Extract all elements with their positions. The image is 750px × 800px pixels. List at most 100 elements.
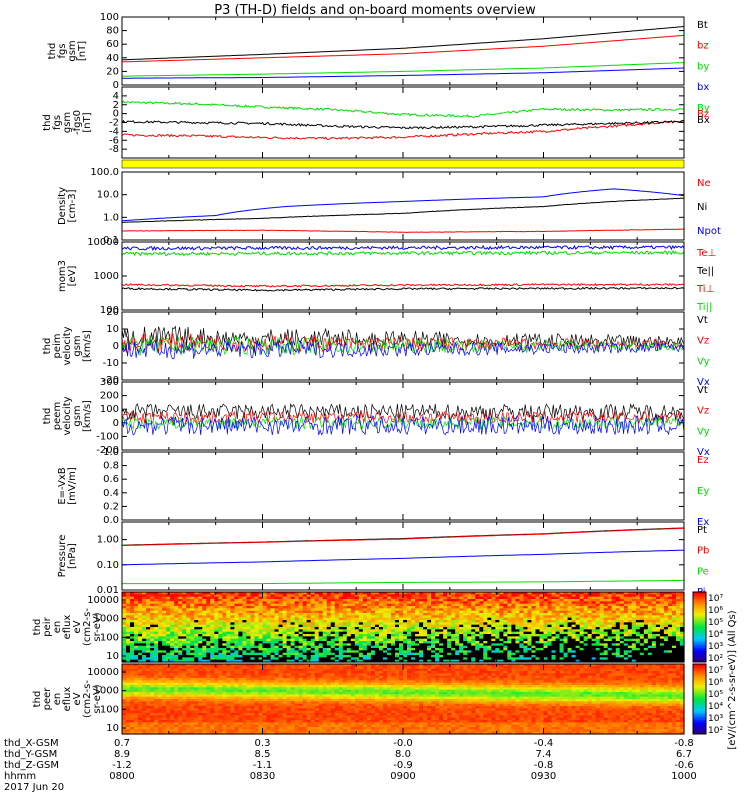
legend-bx: bx: [697, 82, 709, 93]
heatmap-cell: [218, 650, 223, 654]
heatmap-cell: [435, 652, 440, 656]
heatmap-cell: [210, 652, 215, 656]
heatmap-cell: [254, 596, 260, 600]
heatmap-cell: [443, 638, 448, 642]
heatmap-cell: [154, 601, 159, 605]
heatmap-cell: [290, 641, 296, 644]
heatmap-cell: [250, 599, 256, 602]
heatmap-cell: [443, 606, 448, 609]
heatmap-cell: [234, 650, 240, 654]
heatmap-cell: [130, 638, 135, 642]
panel-2-ytick: -6: [109, 135, 119, 146]
heatmap-cell: [358, 634, 364, 637]
heatmap-cell: [210, 638, 215, 642]
heatmap-cell: [326, 636, 332, 640]
heatmap-cell: [643, 622, 649, 626]
heatmap-cell: [222, 636, 227, 640]
heatmap-cell: [354, 610, 360, 614]
heatmap-cell: [619, 624, 625, 628]
heatmap-cell: [266, 592, 272, 595]
heatmap-cell: [154, 675, 159, 679]
heatmap-cell: [555, 594, 561, 598]
heatmap-cell: [314, 648, 320, 651]
heatmap-cell: [226, 638, 231, 642]
heatmap-cell: [663, 613, 669, 616]
heatmap-cell: [350, 613, 356, 616]
heatmap-cell: [374, 650, 380, 654]
heatmap-cell: [186, 608, 191, 612]
heatmap-cell: [122, 724, 127, 728]
heatmap-cell: [403, 622, 408, 626]
heatmap-cell: [679, 594, 685, 598]
heatmap-cell: [483, 620, 488, 623]
heatmap-cell: [507, 641, 512, 644]
heatmap-cell: [286, 645, 292, 649]
heatmap-cell: [138, 708, 143, 712]
heatmap-cell: [559, 659, 565, 663]
heatmap-cell: [651, 617, 657, 621]
heatmap-cell: [278, 645, 284, 649]
panel-6-ylabel-line: [km/s]: [82, 400, 93, 432]
heatmap-cell: [150, 603, 155, 607]
heatmap-cell: [354, 601, 360, 605]
heatmap-cell: [491, 650, 496, 654]
heatmap-cell: [142, 615, 147, 619]
heatmap-cell: [146, 652, 151, 656]
heatmap-cell: [431, 624, 436, 628]
colorbar-segment: [693, 630, 706, 633]
heatmap-cell: [350, 636, 356, 640]
heatmap-cell: [427, 634, 432, 637]
heatmap-cell: [431, 613, 436, 616]
heatmap-cell: [226, 594, 231, 598]
heatmap-cell: [298, 620, 304, 623]
heatmap-cell: [154, 689, 159, 693]
heatmap-cell: [146, 645, 151, 649]
heatmap-cell: [362, 627, 368, 630]
heatmap-cell: [134, 708, 139, 712]
heatmap-cell: [282, 648, 288, 651]
heatmap-cell: [150, 629, 155, 633]
heatmap-cell: [455, 610, 460, 614]
heatmap-cell: [403, 652, 408, 656]
heatmap-cell: [178, 610, 183, 614]
heatmap-cell: [603, 650, 609, 654]
heatmap-cell: [427, 617, 432, 621]
heatmap-cell: [358, 596, 364, 600]
heatmap-cell: [675, 599, 681, 602]
heatmap-cell: [415, 603, 420, 607]
heatmap-cell: [226, 655, 231, 658]
series-line-Ni: [121, 197, 685, 223]
heatmap-cell: [142, 613, 147, 616]
heatmap-cell: [619, 645, 625, 649]
heatmap-cell: [226, 596, 231, 600]
heatmap-cell: [587, 624, 593, 628]
heatmap-cell: [258, 622, 264, 626]
legend-Te||: Te||: [696, 266, 714, 277]
heatmap-cell: [643, 636, 649, 640]
heatmap-cell: [174, 636, 179, 640]
heatmap-cell: [555, 629, 561, 633]
heatmap-cell: [278, 596, 284, 600]
heatmap-cell: [306, 622, 312, 626]
heatmap-cell: [278, 631, 284, 635]
heatmap-cell: [238, 648, 244, 651]
heatmap-cell: [250, 641, 256, 644]
heatmap-cell: [154, 703, 159, 707]
heatmap-cell: [150, 636, 155, 640]
heatmap-cell: [491, 643, 496, 647]
heatmap-cell: [130, 706, 135, 709]
heatmap-cell: [663, 615, 669, 619]
heatmap-cell: [126, 613, 131, 616]
heatmap-cell: [146, 729, 151, 733]
colorbar-segment: [693, 609, 706, 612]
heatmap-cell: [310, 606, 316, 609]
heatmap-cell: [623, 603, 629, 607]
heatmap-cell: [539, 624, 545, 628]
heatmap-cell: [286, 655, 292, 658]
heatmap-cell: [663, 617, 669, 621]
heatmap-cell: [579, 606, 585, 609]
legend-Ti⊥: Ti⊥: [696, 284, 714, 295]
heatmap-cell: [194, 608, 199, 612]
heatmap-cell: [302, 650, 308, 654]
heatmap-cell: [439, 648, 444, 651]
